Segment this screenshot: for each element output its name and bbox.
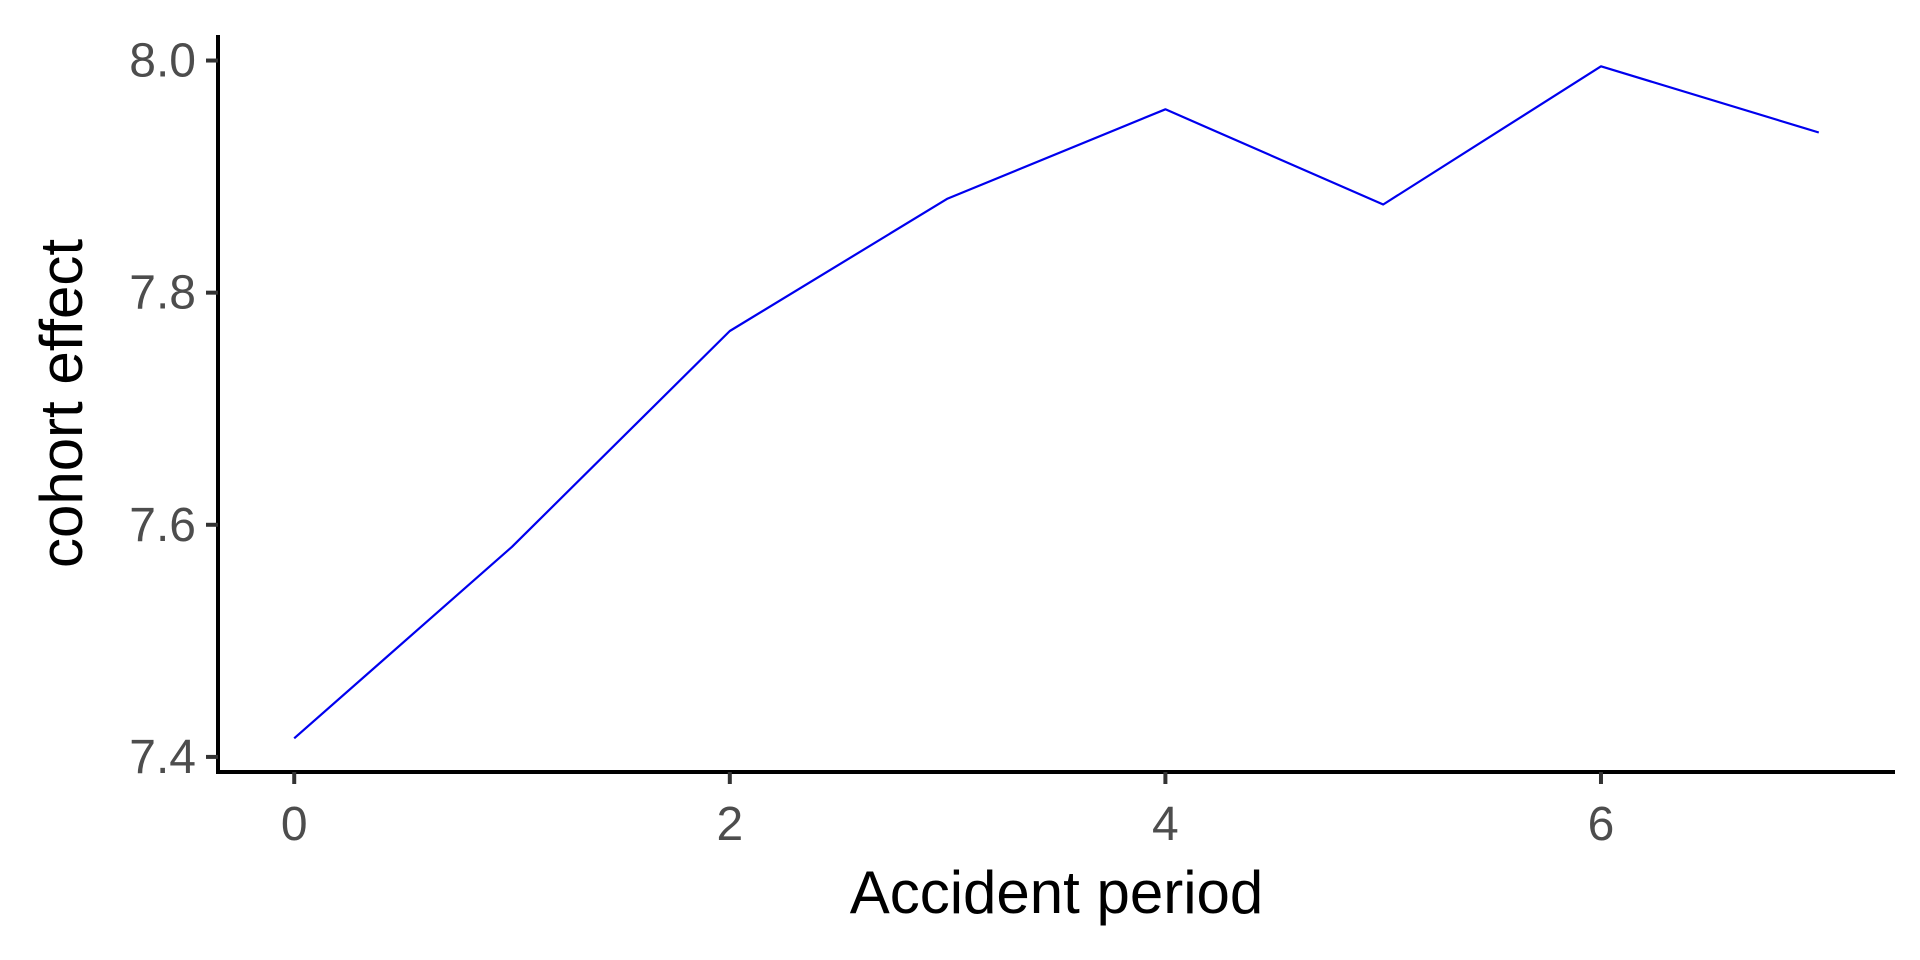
x-tick-label: 0 [281,798,308,851]
y-axis-title: cohort effect [28,239,95,568]
series-line [293,65,1820,740]
y-tick-label: 7.6 [129,499,196,552]
plot-area [293,65,1820,740]
y-tick-label: 8.0 [129,35,196,88]
y-tick-label: 7.4 [129,731,196,784]
x-axis-ticks: 0 2 4 6 [281,772,1614,851]
x-tick-label: 4 [1152,798,1179,851]
y-axis-ticks: 7.4 7.6 7.8 8.0 [129,35,218,784]
x-tick-label: 2 [716,798,743,851]
y-tick-label: 7.8 [129,267,196,320]
x-axis-title: Accident period [850,859,1264,926]
x-tick-label: 6 [1588,798,1615,851]
